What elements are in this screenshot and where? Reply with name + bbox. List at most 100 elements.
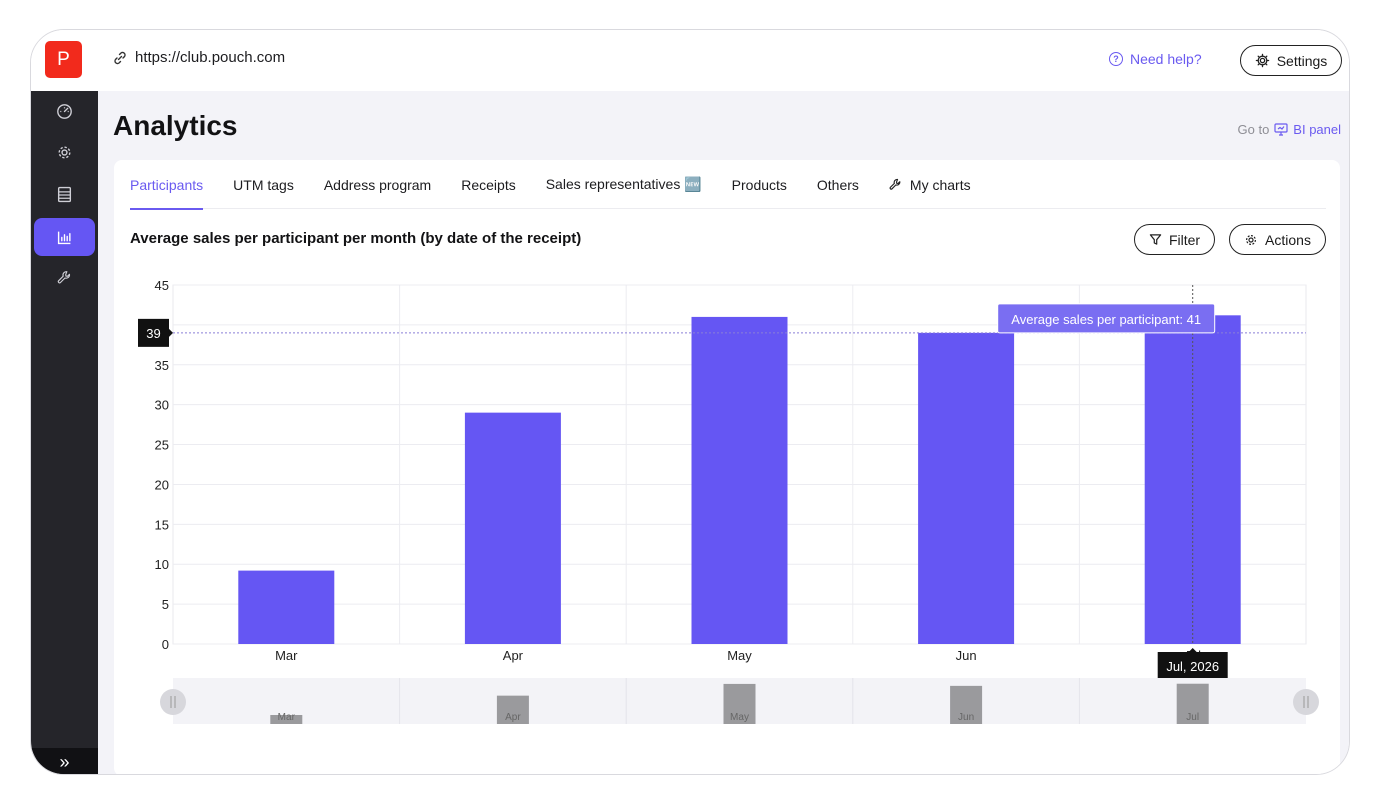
- bi-panel-label: BI panel: [1293, 122, 1341, 137]
- tab-label: Receipts: [461, 176, 516, 193]
- sidebar-item-analytics[interactable]: [31, 219, 98, 255]
- navigator-label: Mar: [278, 712, 296, 723]
- analytics-tabs: Participants UTM tags Address program Re…: [130, 160, 1326, 210]
- tab-label: UTM tags: [233, 176, 294, 193]
- page-title: Analytics: [113, 110, 238, 141]
- y-tick-label: 5: [162, 597, 169, 612]
- y-tick-label: 30: [155, 398, 169, 413]
- y-tick-label: 10: [155, 557, 169, 572]
- y-tick-label: 0: [162, 637, 169, 652]
- tab-utm-tags[interactable]: UTM tags: [233, 160, 294, 209]
- navigator-label: May: [730, 712, 749, 723]
- gear-icon: [58, 145, 71, 159]
- app-window: P https://club.pouch.com ? Need help? Se…: [30, 29, 1350, 775]
- need-help-label: Need help?: [1130, 51, 1202, 67]
- analytics-card: Participants UTM tags Address program Re…: [114, 160, 1340, 775]
- crosshair-y-label-pointer: [169, 328, 173, 337]
- analytics-icon: [57, 231, 71, 244]
- expand-chevrons-icon: »: [59, 751, 70, 772]
- tab-label: Address program: [323, 176, 432, 193]
- tab-participants[interactable]: Participants: [130, 160, 204, 210]
- y-tick-label: 25: [155, 438, 169, 453]
- navigator-bar: [270, 715, 303, 724]
- navigator-right-handle[interactable]: [1293, 689, 1319, 715]
- settings-label: Settings: [1276, 52, 1328, 69]
- chart-crosshair: 39 Average sales per participant: 41 Jul, …: [138, 285, 1306, 681]
- actions-button[interactable]: Actions: [1229, 224, 1326, 255]
- tab-sales-representatives[interactable]: Sales representatives 🆕: [546, 160, 702, 209]
- tab-products[interactable]: Products: [732, 160, 787, 209]
- filter-button[interactable]: Filter: [1134, 224, 1215, 255]
- navigator-bar: [723, 683, 756, 724]
- navigator-bar: [496, 695, 529, 724]
- main-content: Analytics Go to BI panel Participants UT…: [98, 91, 1349, 775]
- sidebar-item-list[interactable]: [31, 176, 98, 212]
- bar-jun: [918, 332, 1015, 644]
- tooltip-bg: [997, 303, 1216, 334]
- navigator-bar: [1176, 683, 1209, 724]
- tooltip-text: Average sales per participant: 41: [1011, 312, 1201, 327]
- sidebar-item-tools[interactable]: [31, 259, 98, 295]
- top-bar: P https://club.pouch.com ? Need help? Se…: [31, 30, 1349, 91]
- x-tick-label: Mar: [275, 648, 298, 663]
- y-tick-label: 20: [155, 477, 169, 492]
- sidebar-expand-button[interactable]: »: [31, 748, 98, 774]
- chart-title: Average sales per participant per month …: [130, 230, 582, 247]
- wrench-icon: [889, 178, 901, 190]
- actions-label: Actions: [1265, 231, 1311, 248]
- bar-may: [691, 316, 788, 644]
- x-tick-label: Apr: [503, 648, 524, 663]
- navigator-label: Jul: [1186, 712, 1199, 723]
- wrench-icon: [57, 270, 71, 283]
- tab-receipts[interactable]: Receipts: [461, 160, 515, 209]
- tab-label: Participants: [130, 176, 204, 193]
- settings-button[interactable]: Settings: [1240, 45, 1342, 76]
- bi-panel-link[interactable]: Go to BI panel: [1238, 122, 1342, 137]
- tab-label: Products: [731, 176, 787, 193]
- tab-my-charts[interactable]: My charts: [889, 160, 971, 209]
- url-display: https://club.pouch.com: [113, 49, 285, 66]
- bar-apr: [464, 412, 561, 644]
- goto-prefix: Go to: [1237, 122, 1270, 137]
- link-icon: [114, 51, 126, 64]
- navigator-label: Jun: [958, 712, 974, 723]
- crosshair-y-label: 39: [146, 326, 160, 341]
- tab-others[interactable]: Others: [817, 160, 859, 209]
- tab-label: Sales representatives 🆕: [545, 176, 702, 192]
- hover-x-label-bg: [1157, 652, 1228, 681]
- tab-address-program[interactable]: Address program: [324, 160, 431, 209]
- presentation-icon: [1274, 123, 1288, 136]
- gear-icon: [1255, 53, 1269, 68]
- filter-label: Filter: [1168, 231, 1201, 248]
- sidebar-item-settings[interactable]: [31, 134, 98, 170]
- y-tick-label: 15: [155, 517, 169, 532]
- handle-grip-icon: [170, 696, 176, 708]
- x-tick-label: May: [727, 648, 752, 663]
- chart-navigator[interactable]: Mar Apr May Jun Jul: [160, 678, 1319, 724]
- y-tick-label: 45: [155, 278, 169, 293]
- tab-label: My charts: [909, 176, 971, 193]
- y-axis-ticks: 0 5 10 15 20 25 30 35 45: [155, 278, 169, 652]
- chart-bars: [238, 315, 1241, 644]
- crosshair-y-label-bg: [138, 318, 169, 347]
- handle-grip-icon: [1303, 696, 1309, 708]
- navigator-bar: [950, 685, 983, 724]
- bar-mar: [238, 570, 335, 644]
- dashboard-icon: [57, 103, 72, 119]
- navigator-left-handle[interactable]: [160, 689, 186, 715]
- sidebar-item-dashboard[interactable]: [31, 93, 98, 129]
- navigator-label: Apr: [505, 712, 521, 723]
- filter-icon: [1149, 234, 1162, 245]
- help-circle-icon: ?: [1109, 52, 1123, 66]
- url-text: https://club.pouch.com: [135, 49, 286, 66]
- sidebar: »: [31, 91, 98, 774]
- hover-x-label-pointer: [1187, 648, 1198, 653]
- x-tick-label: Jun: [956, 648, 977, 663]
- need-help-link[interactable]: ? Need help?: [1109, 51, 1202, 67]
- gear-icon: [1246, 234, 1257, 245]
- bar-chart[interactable]: 0 5 10 15 20 25 30 35 45 Mar Apr May Jun Jul 39 Avera…: [114, 160, 1340, 775]
- tab-label: Others: [816, 176, 859, 193]
- app-logo[interactable]: P: [45, 41, 82, 78]
- y-tick-label: 35: [155, 358, 169, 373]
